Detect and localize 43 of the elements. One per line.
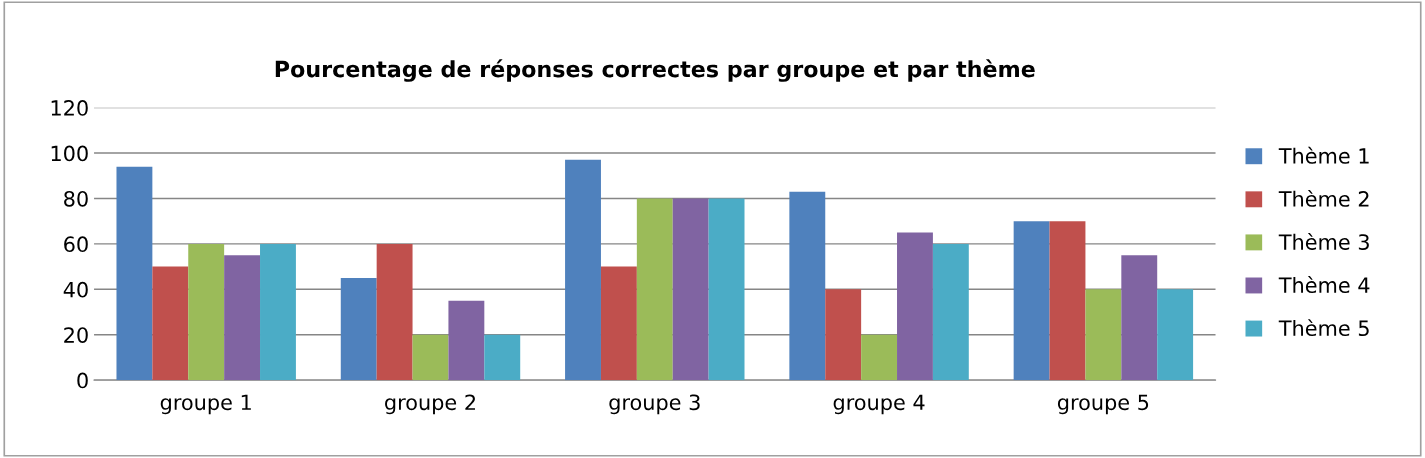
x-tick-label: groupe 4 [833, 394, 925, 415]
bar [932, 243, 969, 381]
bar [260, 243, 296, 381]
bar [152, 266, 189, 381]
bar [224, 255, 261, 381]
x-tick-label: groupe 5 [1057, 394, 1149, 415]
bar [1085, 289, 1122, 381]
x-tick-label: groupe 2 [385, 394, 475, 415]
bar [708, 198, 745, 381]
bar [789, 191, 826, 381]
bar [636, 198, 673, 381]
legend-label: Thème 5 [1278, 319, 1369, 337]
bar [1121, 255, 1158, 381]
x-tick-label: groupe 1 [160, 394, 251, 415]
y-tick-label: 120 [51, 100, 88, 116]
bar [1013, 221, 1050, 381]
y-tick-label: 100 [51, 145, 88, 162]
bar [412, 334, 449, 381]
y-tick-label: 40 [63, 281, 88, 298]
bar [600, 266, 637, 381]
y-tick-label: 0 [77, 372, 88, 389]
chart-title: Pourcentage de réponses correctes par groupe et par thème [275, 59, 1035, 82]
bar [861, 334, 898, 381]
y-tick-label: 80 [64, 190, 88, 207]
x-tick-label: groupe 3 [609, 394, 700, 415]
legend-label: Thème 3 [1278, 232, 1369, 250]
bar [825, 289, 862, 381]
bar [116, 166, 153, 381]
y-tick-label: 60 [64, 236, 88, 253]
bar [340, 277, 377, 381]
bar [565, 159, 601, 381]
bar [448, 300, 485, 381]
legend-label: Thème 2 [1278, 189, 1369, 207]
bar [484, 334, 521, 381]
bar [1049, 221, 1086, 381]
bar [1157, 289, 1194, 381]
bar [897, 232, 933, 381]
legend-label: Thème 1 [1278, 146, 1369, 164]
bar [672, 198, 709, 381]
bar [376, 243, 413, 381]
y-tick-label: 20 [64, 327, 88, 343]
bar [188, 243, 225, 381]
legend-label: Thème 4 [1278, 276, 1370, 294]
